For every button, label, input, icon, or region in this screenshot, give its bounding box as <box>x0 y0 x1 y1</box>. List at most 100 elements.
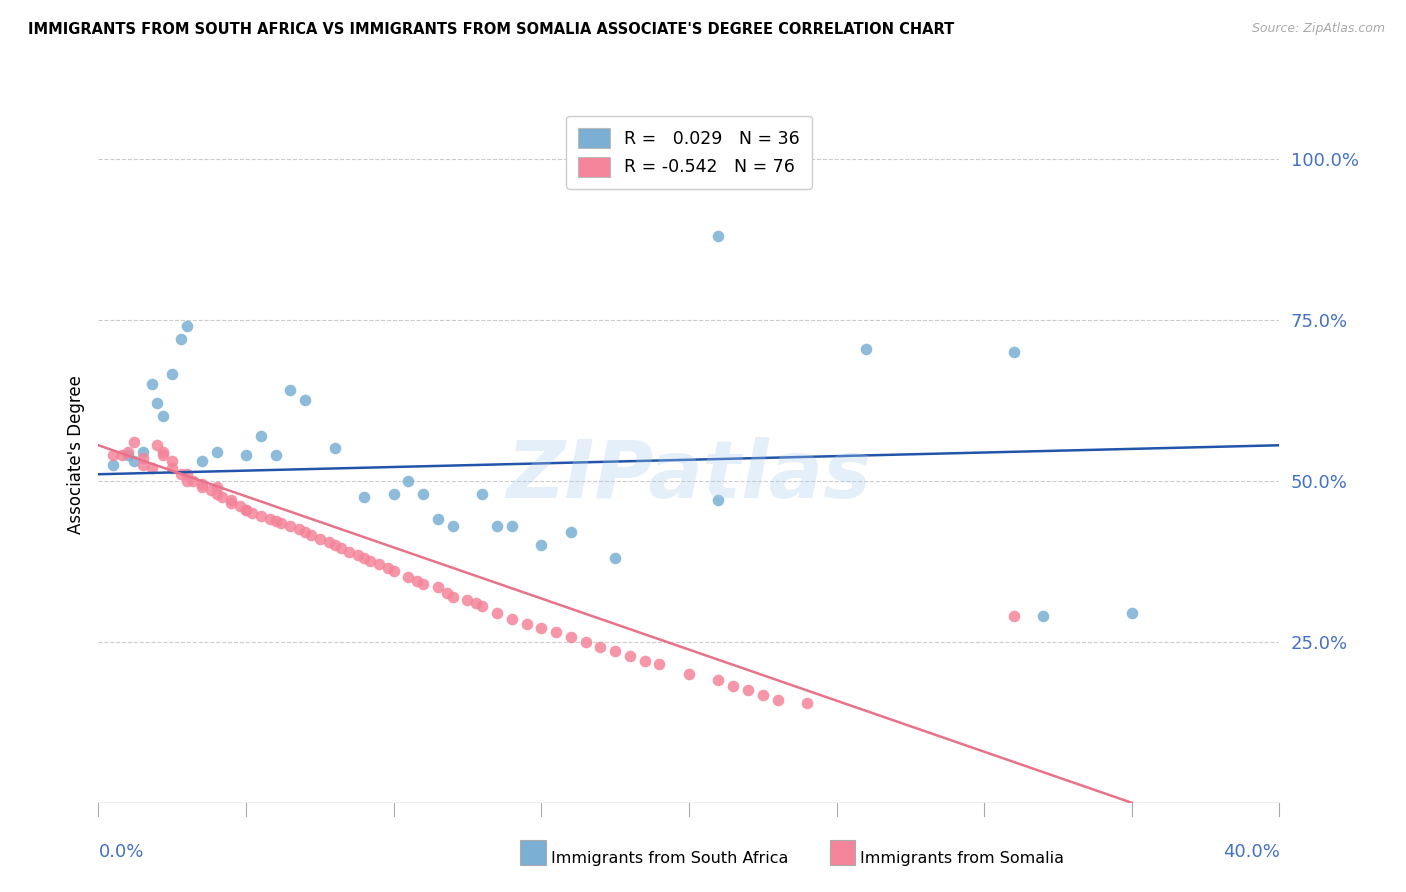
Point <box>117 444 139 458</box>
Point <box>162 460 183 475</box>
Point <box>605 644 627 658</box>
Text: 0.0%: 0.0% <box>98 843 143 861</box>
Point <box>544 625 567 640</box>
Point <box>678 667 700 681</box>
Point <box>318 534 340 549</box>
Point <box>751 688 773 702</box>
Point <box>368 558 391 572</box>
Point <box>117 448 139 462</box>
Point <box>530 538 553 552</box>
Point <box>205 444 228 458</box>
Point <box>471 486 494 500</box>
Point <box>219 496 242 510</box>
Point <box>294 393 316 408</box>
Point <box>146 438 169 452</box>
Point <box>122 435 145 450</box>
Point <box>359 554 381 568</box>
Point <box>855 342 877 356</box>
Point <box>436 586 458 600</box>
Point <box>465 596 488 610</box>
Point <box>176 474 198 488</box>
Point <box>288 522 311 536</box>
Point <box>377 560 399 574</box>
Point <box>441 590 464 604</box>
Point <box>122 454 145 468</box>
Point <box>250 428 273 442</box>
Point <box>1002 609 1025 624</box>
Point <box>235 502 257 516</box>
Point <box>259 512 281 526</box>
Point <box>170 467 193 482</box>
Point <box>766 692 789 706</box>
Text: ZIPatlas: ZIPatlas <box>506 437 872 515</box>
Point <box>170 332 193 346</box>
Point <box>382 564 405 578</box>
Point <box>264 514 287 528</box>
Point <box>299 528 322 542</box>
Legend: R =   0.029   N = 36, R = -0.542   N = 76: R = 0.029 N = 36, R = -0.542 N = 76 <box>567 116 811 189</box>
Point <box>486 606 509 620</box>
Point <box>589 640 612 654</box>
Point <box>707 228 730 243</box>
Point <box>396 474 419 488</box>
Point <box>347 548 370 562</box>
Text: Immigrants from South Africa: Immigrants from South Africa <box>551 851 789 865</box>
Point <box>707 673 730 688</box>
Point <box>323 442 346 456</box>
Point <box>294 525 316 540</box>
Point <box>427 580 450 594</box>
Point <box>152 444 174 458</box>
Point <box>250 509 273 524</box>
Point <box>574 634 596 648</box>
Point <box>605 551 627 566</box>
Text: Source: ZipAtlas.com: Source: ZipAtlas.com <box>1251 22 1385 36</box>
Point <box>205 486 228 500</box>
Point <box>103 458 125 472</box>
Point <box>412 486 434 500</box>
Point <box>132 444 155 458</box>
Point <box>633 654 655 668</box>
Point <box>707 493 730 508</box>
Point <box>309 532 332 546</box>
Point <box>191 476 214 491</box>
Point <box>412 576 434 591</box>
Point <box>337 544 360 558</box>
Point <box>141 377 163 392</box>
Point <box>141 460 163 475</box>
Bar <box>520 840 546 865</box>
Bar <box>830 840 855 865</box>
Point <box>486 518 509 533</box>
Point <box>721 679 744 693</box>
Point <box>146 396 169 410</box>
Point <box>211 490 233 504</box>
Point <box>162 368 183 382</box>
Text: 40.0%: 40.0% <box>1223 843 1279 861</box>
Point <box>619 648 641 663</box>
Point <box>1121 606 1143 620</box>
Point <box>737 683 759 698</box>
Point <box>515 616 537 631</box>
Point <box>235 502 257 516</box>
Point <box>176 467 198 482</box>
Point <box>1002 344 1025 359</box>
Point <box>132 451 155 466</box>
Point <box>264 448 287 462</box>
Point <box>323 538 346 552</box>
Point <box>191 480 214 494</box>
Point <box>152 448 174 462</box>
Point <box>240 506 263 520</box>
Point <box>278 384 302 398</box>
Point <box>353 490 375 504</box>
Point <box>456 592 478 607</box>
Point <box>501 518 523 533</box>
Point <box>530 621 553 635</box>
Point <box>382 486 405 500</box>
Point <box>396 570 419 584</box>
Point <box>471 599 494 614</box>
Point <box>181 474 204 488</box>
Point <box>329 541 352 556</box>
Point <box>152 409 174 424</box>
Text: IMMIGRANTS FROM SOUTH AFRICA VS IMMIGRANTS FROM SOMALIA ASSOCIATE'S DEGREE CORRE: IMMIGRANTS FROM SOUTH AFRICA VS IMMIGRAN… <box>28 22 955 37</box>
Point <box>162 454 183 468</box>
Point <box>427 512 450 526</box>
